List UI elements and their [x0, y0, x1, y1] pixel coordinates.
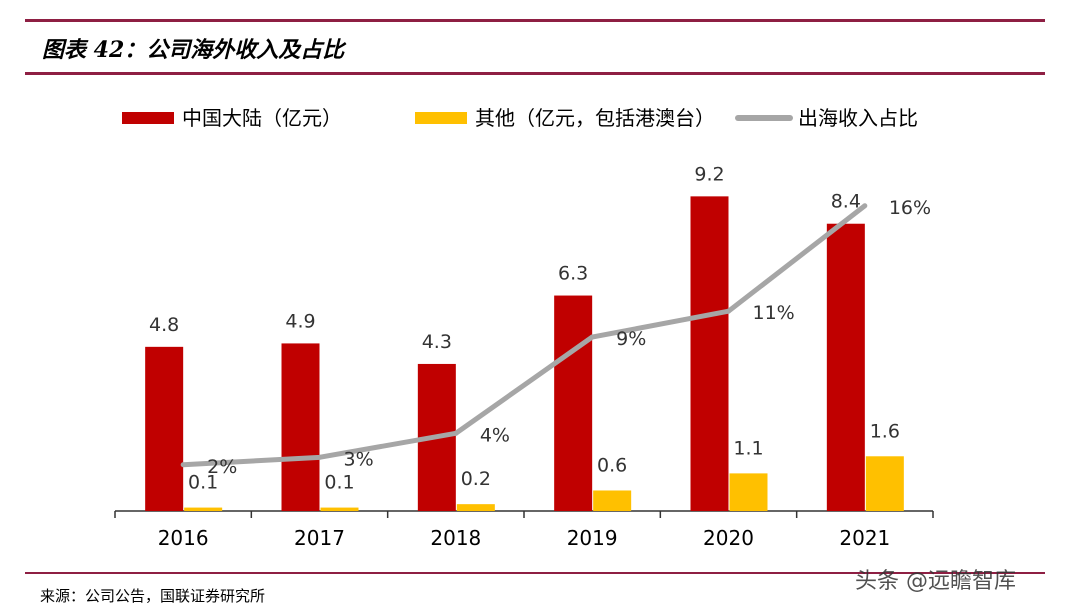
legend-label-1: 其他（亿元，包括港澳台）: [475, 106, 715, 130]
chart: 中国大陆（亿元） 其他（亿元，包括港澳台） 出海收入占比 2016 4.8 0.1 2017…: [114, 106, 934, 550]
line-point: [589, 334, 595, 340]
bottom-rule: [25, 572, 1045, 574]
bar-mainland: [826, 223, 865, 511]
bar-other: [593, 490, 632, 511]
legend-label-0: 中国大陆（亿元）: [182, 106, 342, 130]
line-point: [180, 462, 186, 468]
bar-label-mainland: 4.9: [285, 310, 315, 332]
x-tick-label: 2018: [430, 526, 481, 550]
line-label: 11%: [753, 302, 795, 324]
bar-label-other: 0.6: [597, 454, 627, 476]
bar-label-other: 0.1: [324, 472, 354, 494]
bar-other: [184, 507, 223, 511]
legend-swatch-1: [415, 112, 467, 124]
bar-label-other: 0.2: [461, 468, 491, 490]
x-tick-label: 2017: [294, 526, 345, 550]
watermark: 头条 @远瞻智库: [855, 569, 1016, 594]
bar-mainland: [281, 343, 320, 511]
line-label: 4%: [480, 424, 510, 446]
x-tick-label: 2021: [839, 526, 890, 550]
line-label: 2%: [207, 456, 237, 478]
bar-other: [729, 473, 768, 511]
x-tick-label: 2019: [567, 526, 618, 550]
title-bottom-rule: [25, 72, 1045, 75]
line-label: 16%: [889, 197, 931, 219]
line-overseas-share: [183, 203, 867, 468]
bar-other: [320, 507, 359, 511]
line-label: 3%: [344, 448, 374, 470]
line-point: [317, 454, 322, 460]
source-note: 来源：公司公告，国联证券研究所: [40, 587, 266, 605]
legend-swatch-0: [122, 112, 174, 124]
line-point: [453, 430, 459, 436]
line-point: [726, 308, 731, 314]
line-label: 9%: [616, 328, 646, 350]
bar-label-other: 1.1: [733, 437, 763, 459]
bar-mainland: [690, 196, 729, 512]
bar-label-other: 0.1: [188, 472, 218, 494]
bar-label-mainland: 4.8: [149, 314, 179, 336]
bar-label-mainland: 9.2: [694, 163, 724, 185]
figure-title: 图表 42：公司海外收入及占比: [42, 37, 345, 63]
bar-mainland: [554, 295, 593, 511]
bar-label-mainland: 6.3: [558, 263, 588, 285]
legend-label-2: 出海收入占比: [798, 106, 918, 130]
bar-other: [456, 504, 495, 511]
bar-label-mainland: 4.3: [422, 331, 452, 353]
bar-label-other: 1.6: [870, 420, 900, 442]
bar-label-mainland: 8.4: [831, 191, 861, 213]
top-rule: [25, 19, 1045, 22]
bar-mainland: [145, 346, 184, 511]
x-tick-label: 2016: [158, 526, 209, 550]
x-tick-label: 2020: [703, 526, 754, 550]
line-point: [862, 203, 868, 209]
bar-other: [865, 456, 904, 511]
